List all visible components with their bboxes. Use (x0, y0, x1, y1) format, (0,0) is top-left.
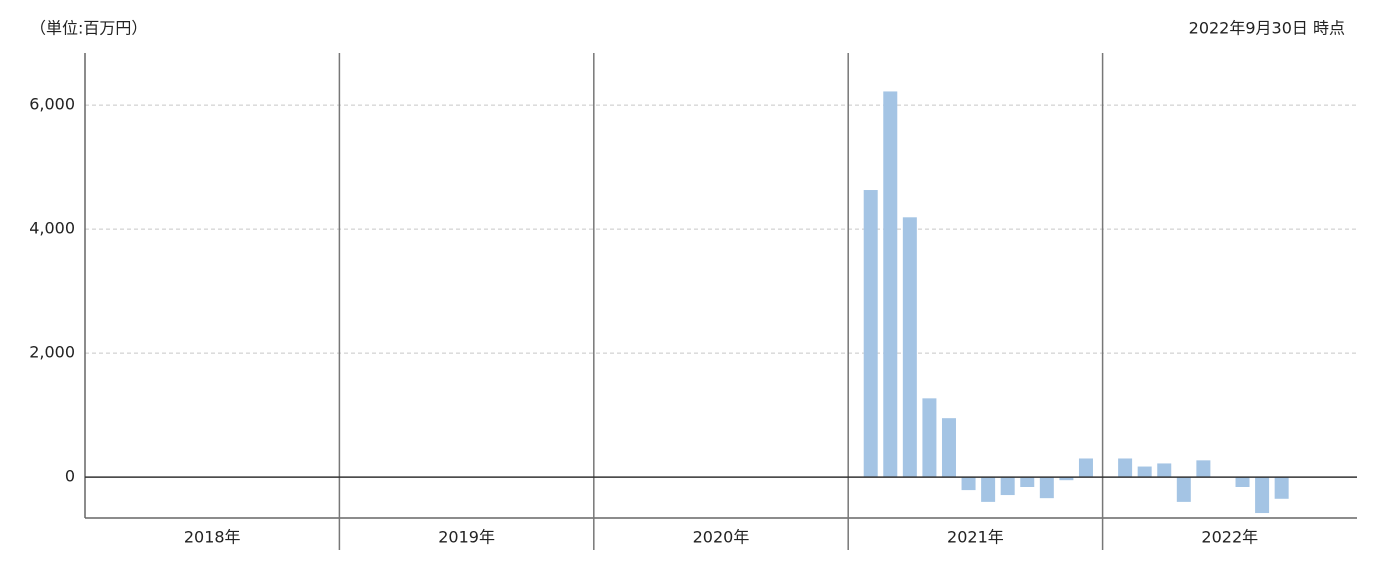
bar (863, 190, 878, 478)
unit-note: （単位:百万円） (30, 19, 147, 38)
y-tick-label: 0 (65, 467, 75, 486)
bar (1039, 477, 1054, 499)
bar (1059, 477, 1074, 481)
bar (1078, 458, 1093, 478)
bar (981, 477, 996, 502)
as-of-date: 2022年9月30日 時点 (1189, 19, 1345, 38)
bar (902, 217, 917, 478)
bar (1176, 477, 1191, 502)
bar (883, 91, 898, 478)
y-tick-label: 4,000 (29, 219, 75, 238)
bar (961, 477, 976, 491)
bar (1196, 460, 1211, 478)
x-tick-label: 2020年 (693, 528, 750, 547)
bar (1255, 477, 1270, 514)
x-tick-label: 2019年 (438, 528, 495, 547)
bar (922, 398, 937, 478)
x-tick-label: 2021年 (947, 528, 1004, 547)
bar (941, 418, 956, 478)
y-tick-label: 6,000 (29, 95, 75, 114)
x-tick-label: 2018年 (184, 528, 241, 547)
y-tick-label: 2,000 (29, 343, 75, 362)
bar (1274, 477, 1289, 499)
bar (1020, 477, 1035, 487)
x-tick-label: 2022年 (1201, 528, 1258, 547)
bar (1000, 477, 1015, 496)
bar (1137, 466, 1152, 478)
bar (1118, 458, 1133, 478)
bar (1235, 477, 1250, 487)
bar (1157, 463, 1172, 478)
